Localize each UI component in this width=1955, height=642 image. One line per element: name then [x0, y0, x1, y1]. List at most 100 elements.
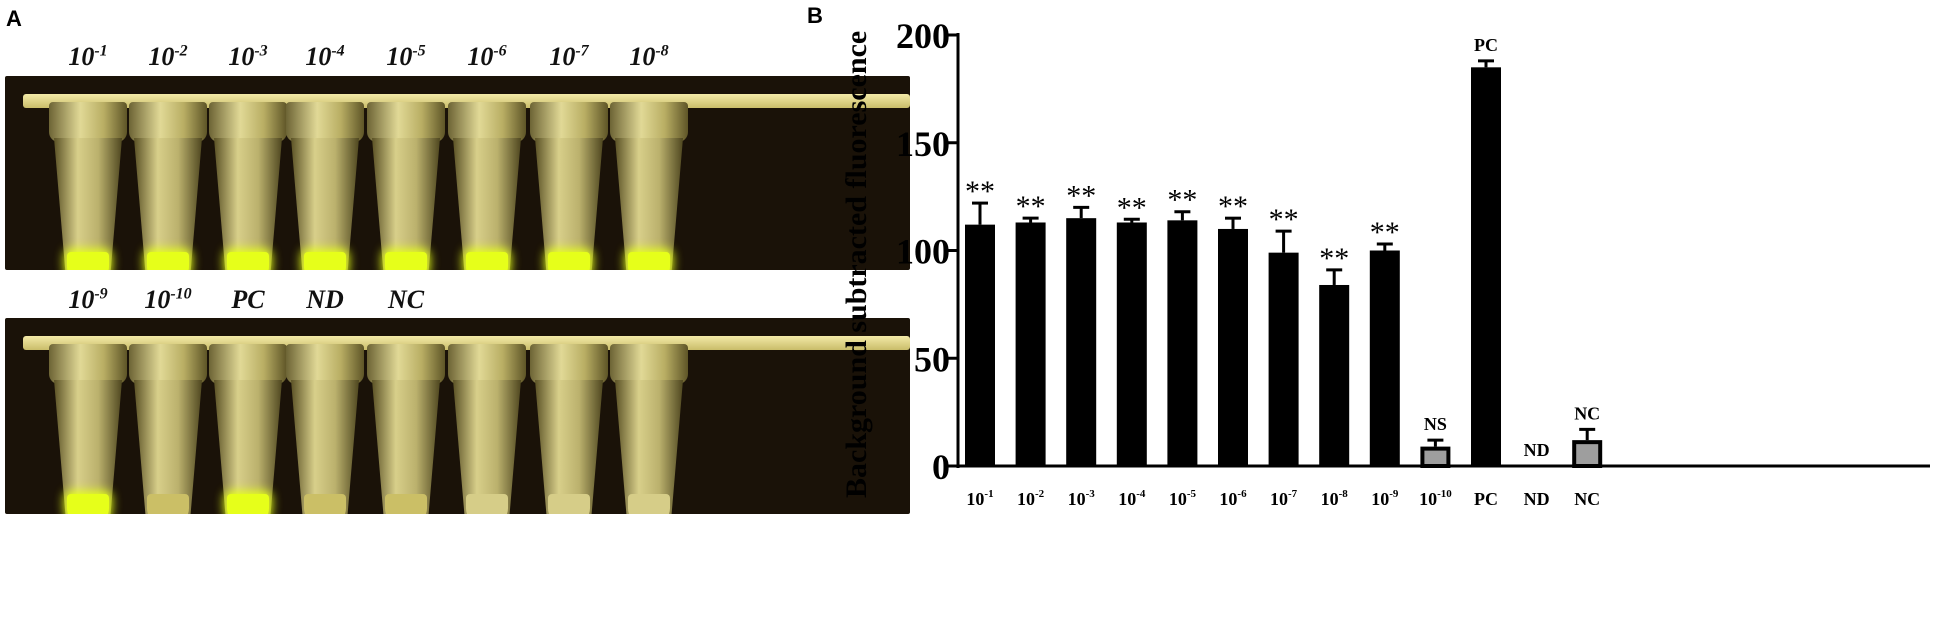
x-tick-label-base: 10	[1219, 489, 1237, 509]
bar-annotation: **	[1319, 242, 1349, 275]
tube-liquid-bright	[227, 252, 269, 270]
tube-cap	[129, 344, 207, 384]
concentration-label-exponent: -7	[575, 42, 589, 60]
concentration-label: 10-8	[629, 42, 668, 72]
y-tick-label: 200	[896, 16, 950, 56]
x-tick-label: 10-7	[1270, 488, 1298, 509]
tube-cap	[129, 102, 207, 142]
tube-cap	[610, 102, 688, 142]
tube-body	[615, 138, 683, 270]
tube-cap	[286, 344, 364, 384]
concentration-label-base: 10	[68, 285, 95, 314]
tube-liquid-none	[548, 494, 590, 514]
concentration-label-base: 10	[68, 42, 95, 71]
tube-liquid-bright	[227, 494, 269, 514]
concentration-label-exponent: -1	[94, 42, 108, 60]
bar	[1420, 446, 1451, 469]
x-tick-label-base: 10	[1017, 489, 1035, 509]
x-tick-label-exponent: -3	[1086, 488, 1096, 500]
tube-cap	[530, 102, 608, 142]
bar	[965, 224, 995, 466]
tube-body	[134, 380, 202, 514]
concentration-label-exponent: -6	[493, 42, 507, 60]
x-tick-label-base: 10	[1118, 489, 1136, 509]
tube-body	[615, 380, 683, 514]
tube-liquid-bright	[67, 494, 109, 514]
concentration-label-exponent: -10	[170, 285, 192, 303]
x-tick-label-base: 10	[1169, 489, 1187, 509]
concentration-label: 10-2	[148, 42, 187, 72]
y-tick-label: 100	[896, 232, 950, 272]
bar	[1369, 250, 1400, 466]
bar	[1218, 228, 1248, 466]
x-tick-label-exponent: -10	[1437, 488, 1452, 500]
concentration-label-base: 10	[467, 42, 494, 71]
tube-liquid-bright	[147, 252, 189, 270]
bar	[1015, 222, 1046, 466]
tube-liquid-bright	[385, 252, 427, 270]
tube-cap	[367, 102, 445, 142]
tube-liquid-bright	[548, 252, 590, 270]
x-tick-label-exponent: -6	[1237, 488, 1247, 500]
tube-cap	[610, 344, 688, 384]
concentration-label-exponent: -3	[254, 42, 268, 60]
x-tick-label-base: 10	[966, 489, 984, 509]
x-tick-label-exponent: -9	[1389, 488, 1399, 500]
concentration-label: NC	[388, 285, 424, 315]
x-tick-label-exponent: -1	[984, 488, 993, 500]
y-tick-label: 50	[914, 339, 950, 379]
tube-cap	[49, 102, 127, 142]
concentration-label-base: ND	[306, 285, 344, 314]
concentration-label: 10-1	[68, 42, 107, 72]
x-tick-label-base: 10	[1270, 489, 1288, 509]
bar-annotation: **	[1218, 190, 1248, 223]
concentration-label: 10-6	[467, 42, 506, 72]
panel-b-letter: B	[807, 3, 823, 28]
bar-annotation: **	[965, 175, 995, 208]
y-tick-label: 0	[932, 447, 950, 487]
bar-annotation: PC	[1474, 35, 1498, 55]
top-row-labels: 10-1 10-2 10-3 10-4 10-5 10-6 10-7 10-8	[0, 42, 1000, 82]
bar-annotation: **	[1016, 190, 1046, 223]
concentration-label-base: PC	[231, 285, 265, 314]
tube-photo-top	[5, 76, 910, 270]
concentration-label-base: 10	[305, 42, 332, 71]
tube-liquid-bright	[67, 252, 109, 270]
x-tick-label-base: 10	[1321, 489, 1339, 509]
x-tick-label-exponent: -8	[1339, 488, 1349, 500]
concentration-label-base: NC	[387, 285, 425, 314]
panel-b: B Background subtracted fluorescence 0 50…	[800, 0, 1955, 642]
tube-cap	[448, 344, 526, 384]
tube-cap	[286, 102, 364, 142]
concentration-label: 10-3	[228, 42, 267, 72]
bar-annotation: **	[1117, 191, 1147, 224]
tube-body	[535, 380, 603, 514]
tube-liquid-bright	[628, 252, 670, 270]
tube-body	[291, 138, 359, 270]
x-tick-label-base: 10	[1068, 489, 1086, 509]
tube-liquid-none	[628, 494, 670, 514]
bar-annotation: **	[1370, 216, 1400, 249]
concentration-label: 10-7	[549, 42, 588, 72]
concentration-label: 10-9	[68, 285, 107, 315]
x-tick-label: 10-8	[1321, 488, 1349, 509]
tube-body	[453, 380, 521, 514]
concentration-label-exponent: -2	[174, 42, 188, 60]
concentration-label-exponent: -4	[331, 42, 345, 60]
concentration-label: 10-10	[144, 285, 191, 315]
tube-cap	[367, 344, 445, 384]
concentration-label: 10-5	[386, 42, 425, 72]
concentration-label: PC	[231, 285, 264, 315]
tube-liquid-none	[466, 494, 508, 514]
x-tick-label-exponent: -7	[1288, 488, 1298, 500]
x-tick-label: 10-2	[1017, 488, 1045, 509]
bar-annotation: **	[1066, 179, 1096, 212]
bar	[1572, 440, 1603, 469]
tube-cap	[209, 344, 287, 384]
concentration-label: ND	[306, 285, 344, 315]
tube-cap	[448, 102, 526, 142]
bar	[1066, 218, 1097, 466]
tube-liquid-faint	[304, 494, 346, 514]
x-tick-label-base: ND	[1524, 489, 1550, 509]
x-tick-label: 10-6	[1219, 488, 1247, 509]
